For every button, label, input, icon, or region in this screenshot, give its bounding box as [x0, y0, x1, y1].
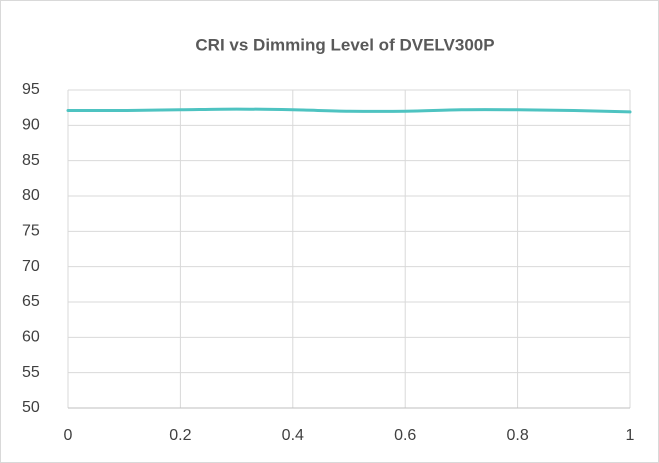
y-tick-label: 80 — [22, 187, 40, 204]
y-tick-label: 75 — [22, 223, 40, 240]
x-tick-label: 1 — [626, 427, 635, 444]
x-tick-label: 0.4 — [282, 427, 304, 444]
y-tick-label: 70 — [22, 258, 40, 275]
line-series — [66, 107, 632, 114]
chart-title: CRI vs Dimming Level of DVELV300P — [195, 35, 494, 54]
x-tick-label: 0.6 — [394, 427, 416, 444]
y-tick-label: 95 — [22, 81, 40, 98]
x-tick-label: 0.8 — [506, 427, 528, 444]
y-tick-label: 50 — [22, 399, 40, 416]
y-tick-label: 65 — [22, 293, 40, 310]
y-tick-label: 85 — [22, 152, 40, 169]
x-tick-label: 0 — [64, 427, 73, 444]
y-tick-label: 90 — [22, 117, 40, 134]
x-tick-label: 0.2 — [169, 427, 191, 444]
y-tick-label: 60 — [22, 329, 40, 346]
y-tick-label: 55 — [22, 364, 40, 381]
